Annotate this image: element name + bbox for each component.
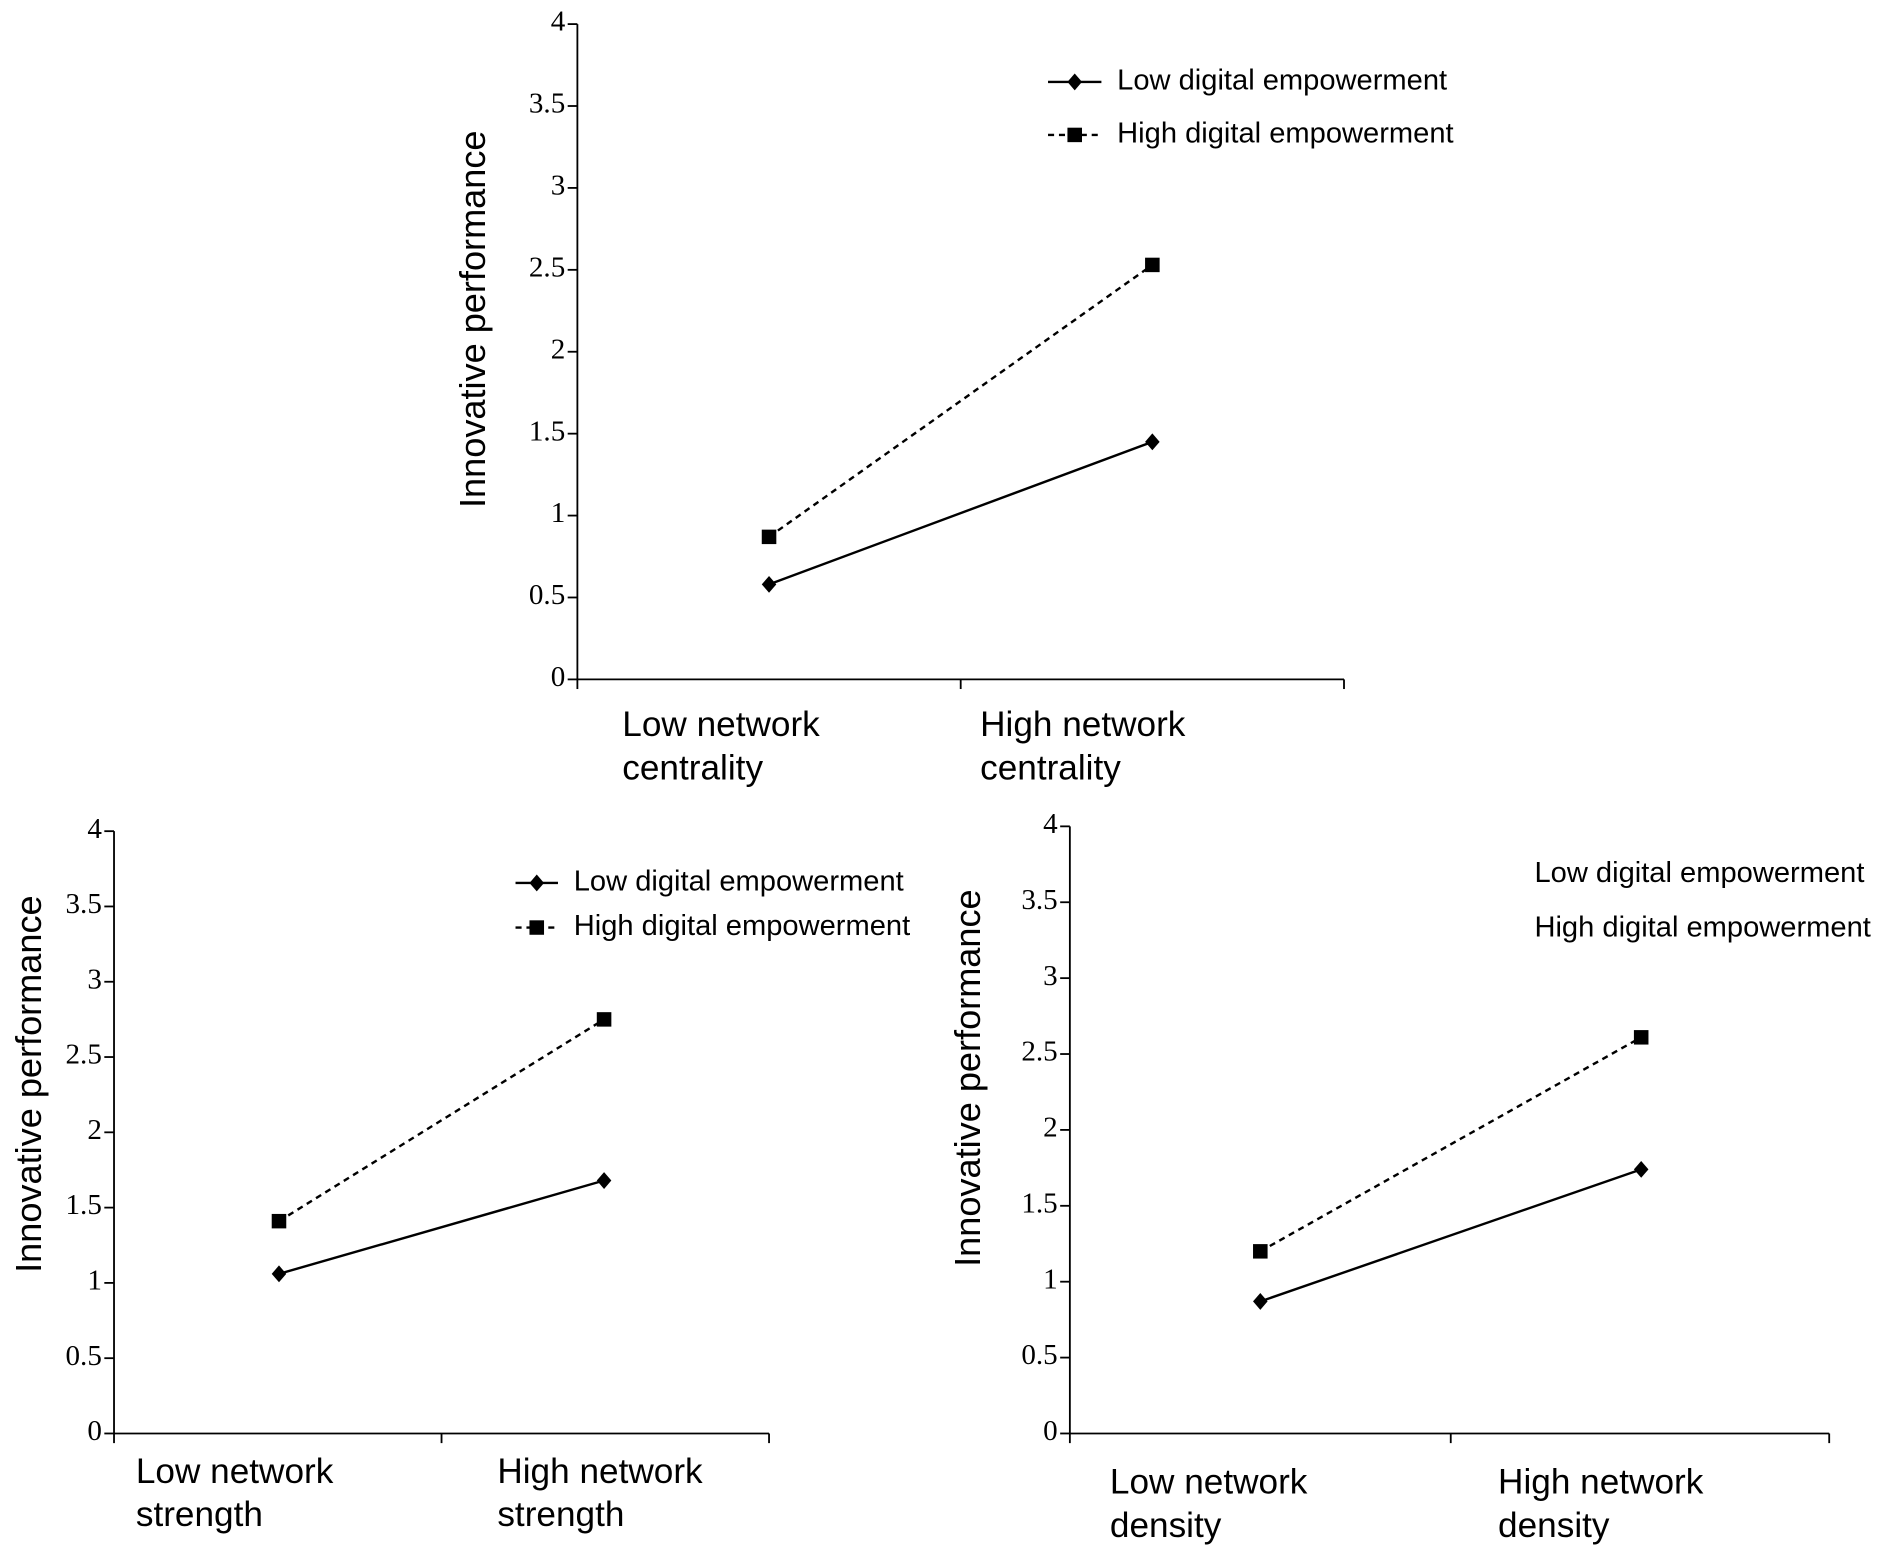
x-tick-label: Low network density	[1109, 1463, 1308, 1546]
y-tick-label: 2.5	[529, 252, 565, 284]
legend-marker	[529, 874, 545, 892]
series-line	[768, 263, 1154, 538]
marker	[271, 1265, 287, 1283]
y-tick-label: 4	[1043, 808, 1058, 840]
series-line	[278, 1179, 605, 1276]
y-tick-label: 1.5	[1021, 1188, 1057, 1220]
marker	[1145, 257, 1160, 273]
legend-label: High digital empowerment	[574, 910, 910, 942]
y-axis-label: Innovative performance	[452, 130, 493, 508]
legend-marker	[529, 920, 545, 935]
series-line	[1259, 1036, 1642, 1253]
marker	[1253, 1244, 1268, 1259]
y-tick-label: 3	[1043, 960, 1058, 992]
marker	[596, 1012, 612, 1027]
y-tick-label: 3.5	[1021, 884, 1057, 916]
marker	[1253, 1292, 1268, 1310]
y-tick-label: 0.5	[529, 579, 565, 611]
marker	[596, 1172, 612, 1189]
y-tick-label: 2.5	[66, 1039, 102, 1071]
y-tick-label: 0	[87, 1415, 102, 1447]
y-tick-label: 0.5	[1021, 1339, 1057, 1371]
y-tick-label: 3	[87, 963, 102, 995]
y-axis-label: Innovative performance	[947, 889, 988, 1267]
series-line	[1259, 1168, 1642, 1303]
legend-marker	[1067, 127, 1082, 143]
marker	[271, 1213, 287, 1229]
marker	[761, 575, 777, 593]
x-tick-label: Low network centrality	[622, 705, 820, 788]
legend-label: High digital empowerment	[1117, 118, 1453, 150]
marker	[1633, 1160, 1649, 1178]
marker	[1145, 433, 1160, 451]
legend-label: High digital empowerment	[1534, 911, 1870, 943]
x-tick-label: Low network strength	[135, 1452, 334, 1535]
y-tick-label: 2	[1043, 1112, 1058, 1144]
y-tick-label: 0	[1043, 1415, 1058, 1447]
legend-label: Low digital empowerment	[1534, 857, 1864, 889]
y-tick-label: 4	[551, 6, 566, 38]
y-tick-label: 3.5	[529, 88, 565, 120]
legend-label: Low digital empowerment	[1117, 65, 1447, 97]
y-tick-label: 1	[1043, 1263, 1058, 1295]
x-tick-label: High network density	[1498, 1463, 1704, 1546]
y-tick-label: 1.5	[66, 1189, 102, 1221]
y-tick-label: 2.5	[1021, 1036, 1057, 1068]
x-tick-label: High network centrality	[980, 705, 1186, 788]
y-tick-label: 1	[551, 497, 566, 529]
marker	[1633, 1030, 1649, 1045]
y-tick-label: 3	[551, 170, 566, 202]
y-axis-label: Innovative performance	[8, 895, 49, 1273]
series-line	[278, 1018, 605, 1223]
legend-marker	[1067, 73, 1082, 91]
y-tick-label: 0.5	[66, 1340, 102, 1372]
legend-label: Low digital empowerment	[574, 866, 904, 898]
marker	[761, 529, 777, 545]
y-tick-label: 0	[551, 661, 566, 693]
y-tick-label: 3.5	[66, 888, 102, 920]
series-line	[768, 440, 1153, 586]
y-tick-label: 1.5	[529, 415, 565, 447]
x-tick-label: High network strength	[497, 1452, 703, 1535]
y-tick-label: 1	[87, 1265, 102, 1297]
y-tick-label: 2	[87, 1114, 102, 1146]
y-tick-label: 2	[551, 333, 566, 365]
y-tick-label: 4	[87, 813, 102, 845]
